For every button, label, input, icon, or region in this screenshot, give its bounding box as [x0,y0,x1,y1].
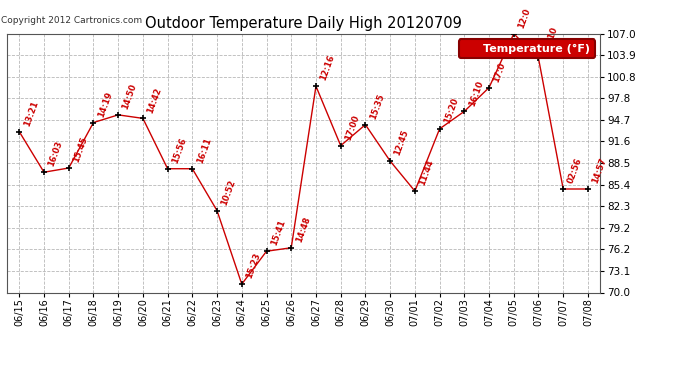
Text: 12:0: 12:0 [517,7,532,30]
Text: 17:0: 17:0 [492,61,507,83]
Text: 15:41: 15:41 [269,219,287,247]
Text: 14:57: 14:57 [591,157,609,185]
Text: 17:00: 17:00 [344,114,361,141]
Text: 16:03: 16:03 [47,140,64,168]
Text: 13:21: 13:21 [22,99,39,128]
Text: 15:35: 15:35 [368,92,386,120]
Text: 15:23: 15:23 [244,252,262,280]
Text: 11:44: 11:44 [417,159,435,187]
Title: Outdoor Temperature Daily High 20120709: Outdoor Temperature Daily High 20120709 [145,16,462,31]
Text: 16:10: 16:10 [467,79,484,107]
Legend: Temperature (°F): Temperature (°F) [459,39,595,58]
Text: 14:48: 14:48 [294,215,312,244]
Text: 12:16: 12:16 [319,54,337,82]
Text: 02:56: 02:56 [566,157,584,185]
Text: 14:42: 14:42 [146,86,164,114]
Text: 14:50: 14:50 [121,82,139,111]
Text: 16:10: 16:10 [541,26,559,54]
Text: 15:56: 15:56 [170,136,188,165]
Text: 15:45: 15:45 [72,135,89,164]
Text: 16:11: 16:11 [195,136,213,165]
Text: 10:52: 10:52 [220,178,237,207]
Text: Copyright 2012 Cartronics.com: Copyright 2012 Cartronics.com [1,16,142,25]
Text: 15:20: 15:20 [442,96,460,125]
Text: 12:45: 12:45 [393,129,411,157]
Text: 14:19: 14:19 [96,90,114,118]
